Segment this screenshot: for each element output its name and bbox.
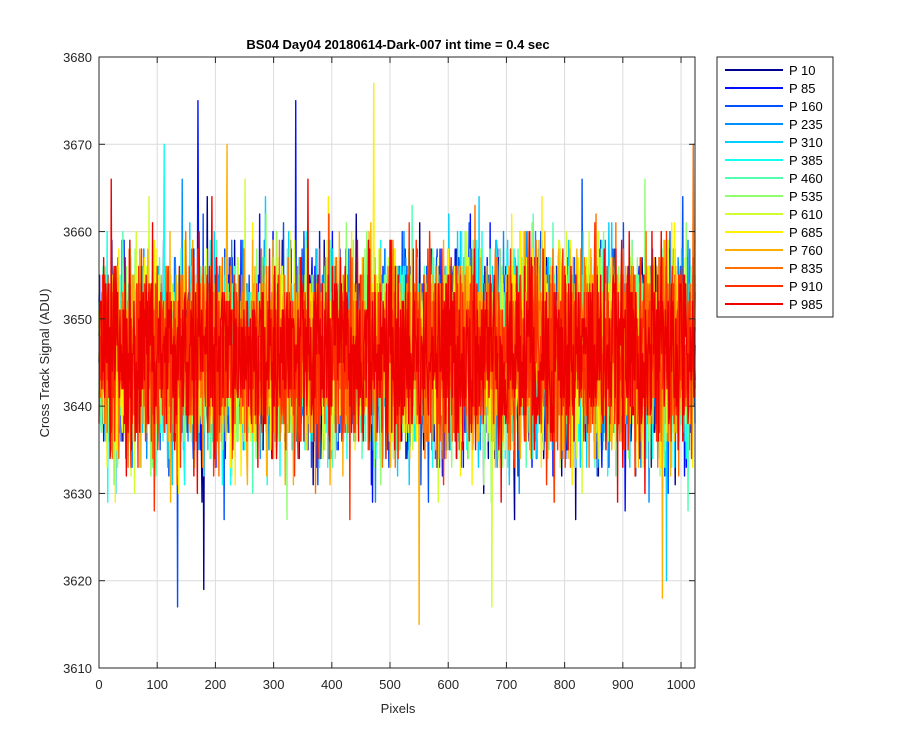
y-tick-label: 3660 — [63, 225, 92, 240]
x-tick-label: 1000 — [667, 677, 696, 692]
legend-label: P 385 — [789, 153, 823, 168]
legend-label: P 760 — [789, 243, 823, 258]
legend-label: P 985 — [789, 297, 823, 312]
y-axis-label: Cross Track Signal (ADU) — [37, 289, 52, 438]
legend-label: P 685 — [789, 225, 823, 240]
y-tick-label: 3680 — [63, 50, 92, 65]
legend-label: P 910 — [789, 279, 823, 294]
x-tick-label: 600 — [437, 677, 459, 692]
x-tick-label: 300 — [263, 677, 285, 692]
legend-box — [716, 56, 834, 318]
legend-label: P 235 — [789, 117, 823, 132]
series-lines — [98, 82, 696, 626]
axis-ticks: 0 100 200 300 400 500 600 700 800 900 1000 3610 3620… — [63, 50, 695, 692]
x-tick-label: 400 — [321, 677, 343, 692]
x-tick-label: 900 — [612, 677, 634, 692]
legend-label: P 835 — [789, 261, 823, 276]
legend-label: P 460 — [789, 171, 823, 186]
x-tick-label: 700 — [496, 677, 518, 692]
chart-title: BS04 Day04 20180614-Dark-007 int time = … — [246, 37, 549, 52]
x-tick-label: 0 — [95, 677, 102, 692]
x-tick-label: 800 — [554, 677, 576, 692]
legend-label: P 610 — [789, 207, 823, 222]
legend-label: P 310 — [789, 135, 823, 150]
legend-label: P 160 — [789, 99, 823, 114]
y-tick-label: 3670 — [63, 137, 92, 152]
axes-box — [98, 56, 696, 669]
y-tick-label: 3640 — [63, 399, 92, 414]
y-tick-label: 3620 — [63, 574, 92, 589]
x-tick-label: 200 — [205, 677, 227, 692]
x-tick-label: 500 — [379, 677, 401, 692]
x-axis-label: Pixels — [381, 701, 416, 716]
legend-label: P 10 — [789, 63, 816, 78]
legend-label: P 85 — [789, 81, 816, 96]
y-tick-label: 3610 — [63, 661, 92, 676]
y-tick-label: 3630 — [63, 486, 92, 501]
x-tick-label: 100 — [146, 677, 168, 692]
y-tick-label: 3650 — [63, 312, 92, 327]
series-line — [98, 178, 696, 503]
legend-label: P 535 — [789, 189, 823, 204]
legend: P 10 P 85 P 160 P 235 P 310 P 385 P 460 P 535 P … — [716, 56, 834, 318]
